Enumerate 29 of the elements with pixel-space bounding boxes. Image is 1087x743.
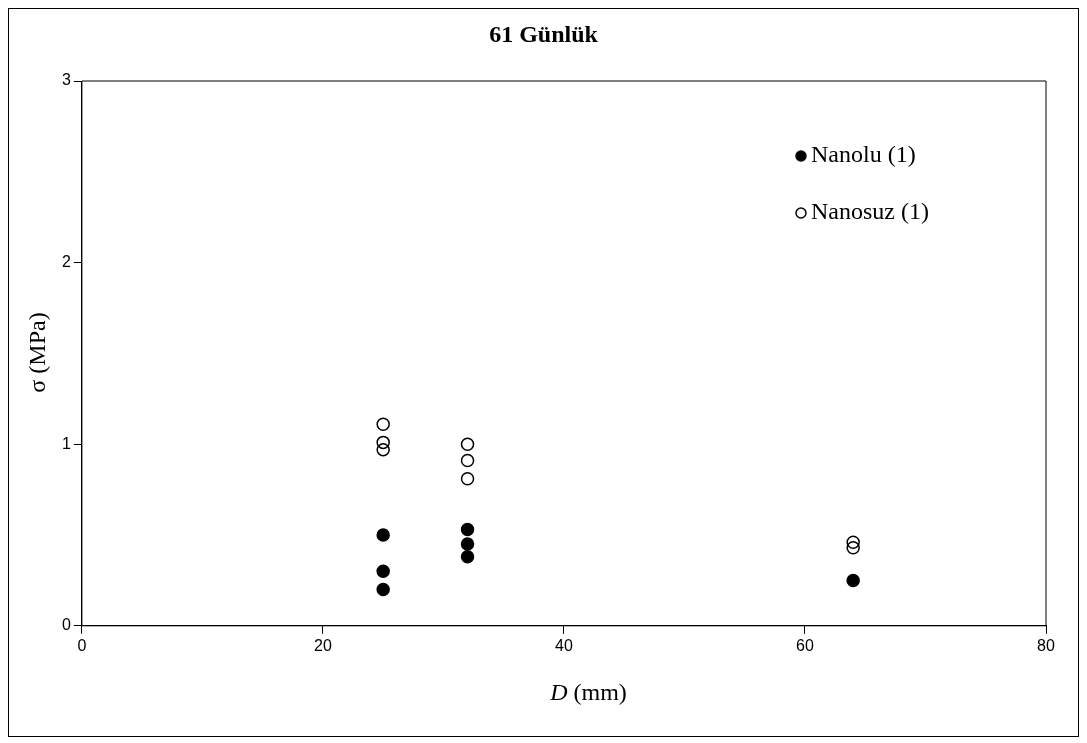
point <box>846 573 860 588</box>
y-tick-label: 1 <box>61 434 71 452</box>
y-axis-title: σ (MPa) <box>23 311 51 395</box>
point <box>460 437 475 451</box>
point <box>376 528 390 542</box>
point <box>460 522 475 537</box>
point <box>846 535 860 550</box>
legend-label: Nanosuz (1) <box>811 198 929 225</box>
y-tick-label: 2 <box>61 253 71 271</box>
x-tick-label: 60 <box>796 636 814 654</box>
point <box>376 442 390 457</box>
x-axis-title: D (mm) <box>550 679 627 705</box>
point <box>846 540 860 555</box>
point <box>460 453 475 468</box>
point <box>460 550 475 564</box>
x-tick-label: 40 <box>555 636 573 654</box>
point <box>460 471 475 486</box>
point <box>376 564 390 579</box>
chart-title: 61 Günlük <box>488 21 599 48</box>
x-tick-label: 0 <box>77 636 87 654</box>
point <box>376 417 390 431</box>
x-tick-label: 80 <box>1037 636 1055 654</box>
point <box>376 435 390 450</box>
x-tick-label: 20 <box>314 636 332 654</box>
legend-label: Nanolu (1) <box>811 141 916 168</box>
y-tick-label: 0 <box>61 616 71 634</box>
point <box>460 537 475 551</box>
point <box>376 582 390 597</box>
y-tick-label: 3 <box>61 71 71 89</box>
